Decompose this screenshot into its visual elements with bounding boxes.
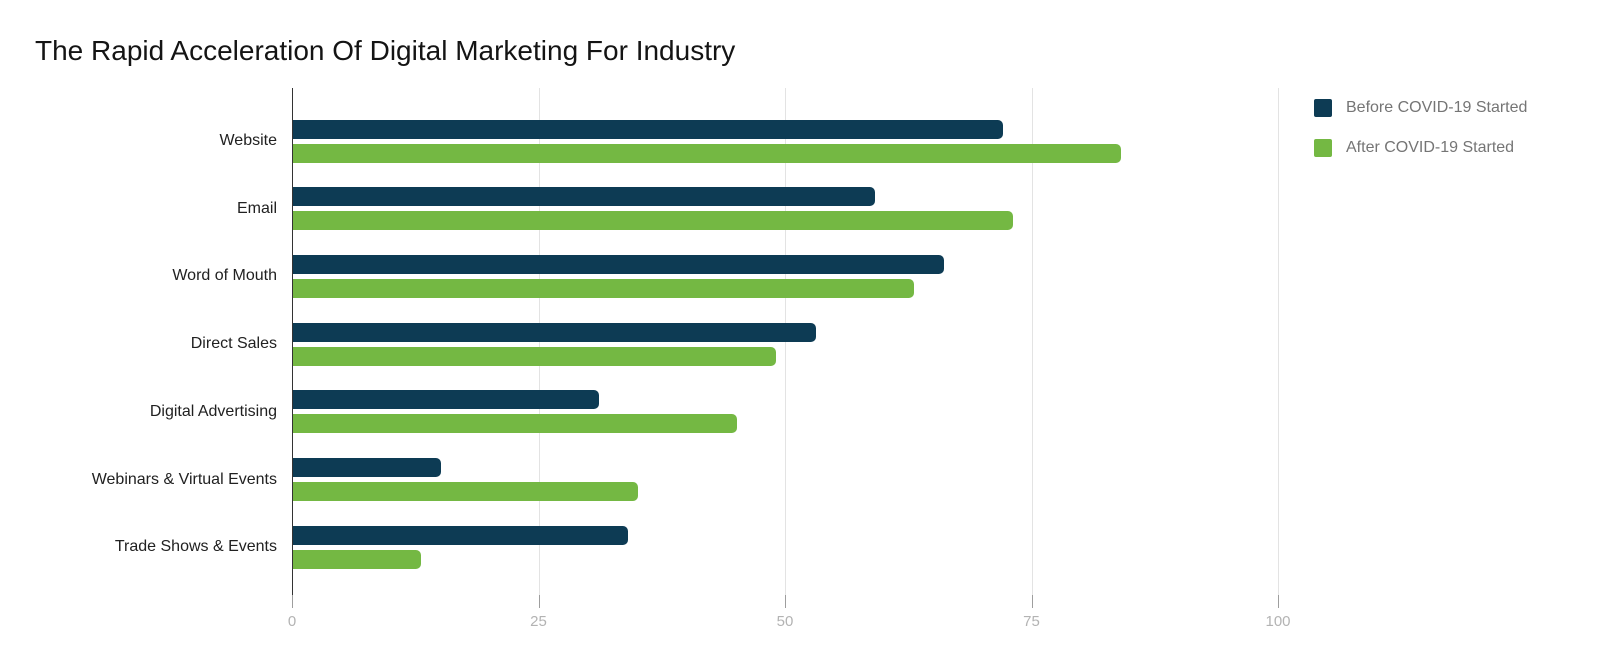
legend-item-after-covid: After COVID-19 Started [1314,139,1527,157]
x-tick-mark [1031,595,1033,608]
x-tick-label: 50 [776,613,794,630]
category-label: Trade Shows & Events [114,538,277,556]
x-tick-mark [292,595,293,608]
x-tick-mark [1278,595,1279,608]
category-label: Word of Mouth [172,267,277,285]
gridline [1031,88,1033,595]
bar-after-covid [293,211,1013,231]
bar-after-covid [293,278,915,298]
bar-before-covid [293,119,1003,139]
legend-item-before-covid: Before COVID-19 Started [1314,99,1527,117]
bar-after-covid [293,414,737,434]
bar-before-covid [293,322,816,342]
category-label: Digital Advertising [149,402,277,420]
x-tick-label: 0 [287,613,297,630]
bar-before-covid [293,187,875,207]
legend-label-after-covid: After COVID-19 Started [1346,139,1515,156]
category-label: Website [219,132,277,149]
legend-swatch-after-covid-icon [1314,139,1332,157]
bar-after-covid [293,549,422,569]
gridline [1278,88,1279,595]
category-label: Direct Sales [190,335,277,353]
x-tick-label: 75 [1023,613,1040,630]
bar-after-covid [293,346,777,366]
bar-before-covid [293,458,441,477]
legend-label-before-covid: Before COVID-19 Started [1346,99,1528,116]
legend: Before COVID-19 Started After COVID-19 S… [1314,99,1527,157]
category-label: Webinars & Virtual Events [91,470,277,488]
x-tick-mark [785,595,786,608]
bar-after-covid [293,143,1122,163]
x-tick-mark [538,595,540,608]
category-axis: Website Email Word of Mouth Direct Sales Dig… [0,88,277,595]
bar-before-covid [293,254,944,274]
bar-before-covid [293,525,629,545]
chart-title: The Rapid Acceleration Of Digital Market… [35,35,736,66]
x-tick-label: 25 [530,613,547,630]
bar-before-covid [293,390,599,410]
plot-area: 0 25 50 75 100 [288,88,1291,630]
value-axis-line [292,88,293,595]
x-tick-label: 100 [1265,613,1291,630]
bar-after-covid [293,482,639,501]
legend-swatch-before-covid-icon [1314,99,1332,117]
category-label: Email [236,199,277,217]
